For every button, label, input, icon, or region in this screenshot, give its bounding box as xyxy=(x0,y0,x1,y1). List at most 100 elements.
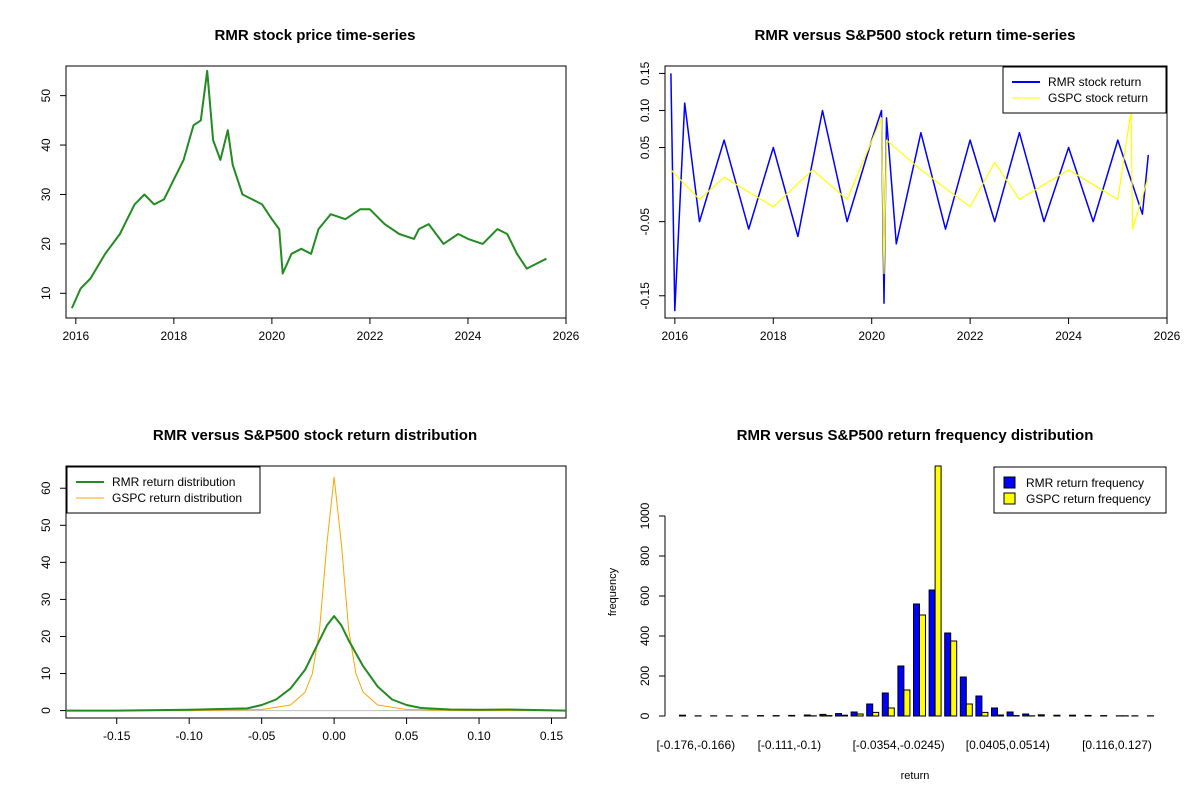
bar-rmr-frequency xyxy=(944,632,952,717)
return-ts-y-tick-label: 0.05 xyxy=(638,136,652,160)
bar-rmr-frequency xyxy=(1006,711,1014,717)
return-ts-plot-frame xyxy=(664,65,1168,319)
panel-return-distribution: RMR versus S&P500 stock return distribut… xyxy=(39,427,567,743)
density-y-tick-label: 30 xyxy=(39,592,53,606)
histogram-y-tick-label: 0 xyxy=(638,712,652,719)
density-y-tick-label: 40 xyxy=(39,555,53,569)
density-x-tick-label: 0.15 xyxy=(540,729,564,743)
density-x-tick-label: -0.10 xyxy=(176,729,204,743)
density-x-tick-label: 0.10 xyxy=(467,729,491,743)
bar-rmr-frequency xyxy=(881,692,889,717)
return-ts-x-axis: 2016 2018 2020 2022 2024 2026 xyxy=(661,318,1181,343)
bar-rmr-frequency xyxy=(866,703,874,717)
density-x-axis: -0.15 -0.10 -0.05 0.00 0.05 0.10 0.15 xyxy=(103,718,564,743)
price-x-tick-label: 2024 xyxy=(455,329,482,343)
legend-label-rmr-return: RMR stock return xyxy=(1048,75,1141,89)
bar-rmr-frequency xyxy=(928,589,936,717)
bar-gspc-frequency xyxy=(950,640,958,717)
density-y-tick-label: 0 xyxy=(39,707,53,714)
bar-rmr-frequency xyxy=(850,711,858,717)
bar-rmr-frequency xyxy=(1084,714,1092,717)
return-ts-x-tick-label: 2020 xyxy=(858,329,885,343)
bar-rmr-frequency xyxy=(803,714,811,717)
bar-gspc-frequency xyxy=(872,711,880,717)
bar-gspc-frequency xyxy=(965,703,973,717)
histogram-y-tick-label: 600 xyxy=(638,586,652,606)
price-y-tick-label: 20 xyxy=(39,237,53,251)
histogram-y-tick-label: 1000 xyxy=(638,502,652,529)
price-x-tick-label: 2016 xyxy=(62,329,89,343)
bar-gspc-frequency xyxy=(919,614,926,717)
bar-rmr-frequency xyxy=(819,713,827,717)
legend-label-gspc-distribution: GSPC return distribution xyxy=(112,491,242,505)
bar-gspc-frequency xyxy=(981,711,989,717)
panel-return-timeseries: RMR versus S&P500 stock return time-seri… xyxy=(638,27,1181,343)
histogram-x-tick-label: [0.116,0.127) xyxy=(1082,738,1152,752)
return-ts-x-tick-label: 2018 xyxy=(760,329,787,343)
histogram-legend-box xyxy=(993,466,1167,514)
bar-gspc-frequency xyxy=(841,714,848,717)
histogram-x-tick-label: [-0.111,-0.1) xyxy=(758,738,822,752)
legend-swatch-gspc-frequency xyxy=(1003,492,1016,505)
return-ts-y-tick-label: -0.05 xyxy=(638,208,652,236)
bar-rmr-frequency xyxy=(991,707,998,717)
price-y-tick-label: 10 xyxy=(39,286,53,300)
histogram-legend: RMR return frequency GSPC return frequen… xyxy=(993,466,1167,514)
panel-return-frequency: RMR versus S&P500 return frequency distr… xyxy=(607,427,1167,782)
return-ts-y-tick-label: 0.10 xyxy=(638,98,652,122)
legend-swatch-rmr-frequency xyxy=(1003,476,1016,489)
density-line-rmr xyxy=(66,615,567,712)
density-line-gspc xyxy=(66,476,566,712)
legend-label-rmr-frequency: RMR return frequency xyxy=(1026,476,1144,490)
return-ts-x-tick-label: 2016 xyxy=(661,329,688,343)
histogram-bars xyxy=(679,465,1154,717)
histogram-x-tick-label: [-0.0354,-0.0245) xyxy=(853,738,945,752)
return-ts-y-tick-label: 0.15 xyxy=(638,61,652,85)
bar-rmr-frequency xyxy=(975,695,983,717)
return-ts-line-gspc xyxy=(670,109,1149,275)
return-ts-x-tick-label: 2026 xyxy=(1154,329,1181,343)
legend-label-rmr-distribution: RMR return distribution xyxy=(112,475,235,489)
density-y-axis: 0 10 20 30 40 50 60 xyxy=(39,481,66,714)
bar-gspc-frequency xyxy=(997,714,1004,717)
return-ts-y-tick-label: -0.15 xyxy=(638,282,652,310)
price-line-rmr xyxy=(70,69,547,309)
density-plot-frame xyxy=(65,465,567,719)
histogram-chart-title: RMR versus S&P500 return frequency distr… xyxy=(737,427,1094,444)
panel-price-timeseries: RMR stock price time-series 2016 2018 2020… xyxy=(39,27,580,343)
price-series xyxy=(70,69,547,309)
return-ts-chart-title: RMR versus S&P500 stock return time-seri… xyxy=(755,27,1076,44)
bar-gspc-frequency xyxy=(903,689,911,717)
price-x-tick-label: 2018 xyxy=(160,329,187,343)
histogram-y-tick-label: 200 xyxy=(638,666,652,686)
histogram-y-axis: 0 200 400 600 800 1000 xyxy=(638,502,666,719)
bar-gspc-frequency xyxy=(887,707,895,717)
bar-rmr-frequency xyxy=(835,713,842,717)
legend-label-gspc-frequency: GSPC return frequency xyxy=(1026,492,1151,506)
density-series xyxy=(66,476,567,712)
bar-rmr-frequency xyxy=(788,714,796,717)
bar-rmr-frequency xyxy=(897,665,905,717)
bar-rmr-frequency xyxy=(959,676,967,717)
bar-rmr-frequency xyxy=(1053,714,1061,717)
price-y-tick-label: 30 xyxy=(39,187,53,201)
histogram-y-axis-label: frequency xyxy=(607,567,619,616)
bar-rmr-frequency xyxy=(1037,714,1045,717)
return-ts-legend-box xyxy=(1002,66,1167,114)
bar-rmr-frequency xyxy=(1022,713,1030,717)
return-ts-legend: RMR stock return GSPC stock return xyxy=(1002,66,1167,114)
density-x-tick-label: -0.15 xyxy=(103,729,131,743)
density-x-tick-label: -0.05 xyxy=(248,729,276,743)
price-x-tick-label: 2026 xyxy=(553,329,580,343)
histogram-x-axis: [-0.176,-0.166) [-0.111,-0.1) [-0.0354,-0.… xyxy=(656,738,1151,752)
density-y-tick-label: 50 xyxy=(39,518,53,532)
histogram-x-tick-label: [0.0405,0.0514) xyxy=(966,738,1050,752)
density-legend: RMR return distribution GSPC return dist… xyxy=(66,466,261,514)
bar-gspc-frequency xyxy=(934,465,942,717)
histogram-x-axis-label: return xyxy=(901,770,930,782)
bar-rmr-frequency xyxy=(913,603,920,717)
density-legend-box xyxy=(66,466,261,514)
density-chart-title: RMR versus S&P500 stock return distribut… xyxy=(153,427,477,444)
